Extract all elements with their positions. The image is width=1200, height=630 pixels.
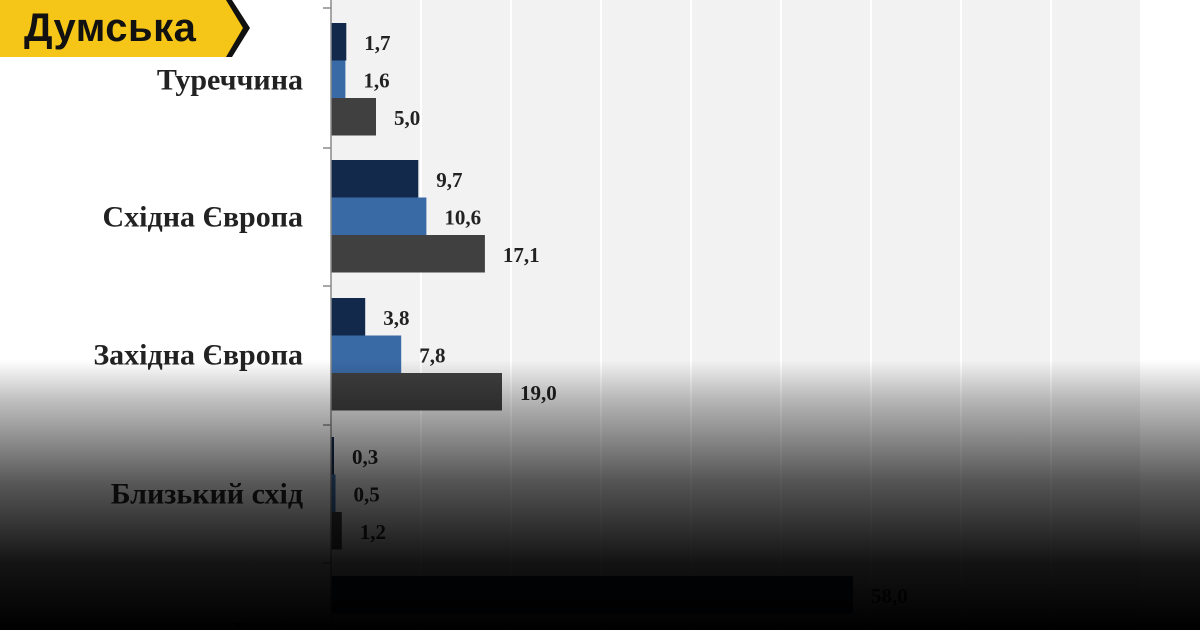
value-label: 9,7 (436, 168, 462, 192)
brand-logo[interactable]: Думська (0, 0, 250, 57)
bar (331, 335, 402, 373)
category-label: Росія (233, 616, 303, 630)
value-label: 1,7 (364, 31, 390, 55)
bar (331, 60, 346, 98)
brand-name: Думська (24, 6, 197, 50)
bar (331, 23, 347, 61)
value-label: 17,1 (503, 243, 540, 267)
gridlines (420, 0, 1142, 630)
category-labels: Туреччина Східна Європа Західна Європа Близ… (93, 63, 303, 630)
bar (331, 98, 376, 136)
value-label: 1,2 (360, 520, 386, 544)
category-label: Західна Європа (93, 338, 303, 371)
bar (331, 512, 342, 550)
logo-badge-shape (0, 0, 250, 57)
value-label: 7,8 (419, 343, 445, 367)
category-axis (323, 0, 332, 630)
value-label: 3,8 (383, 306, 409, 330)
bar (331, 298, 366, 336)
value-label: 0,3 (352, 445, 378, 469)
bar (331, 373, 502, 411)
value-label: 58,0 (871, 584, 908, 608)
plot-area (331, 0, 1140, 630)
bar (331, 197, 427, 235)
value-label: 19,0 (520, 381, 557, 405)
bar (331, 160, 419, 198)
category-label: Туреччина (157, 63, 303, 96)
value-label: 10,6 (444, 205, 481, 229)
value-label: 0,5 (354, 482, 380, 506)
bar (331, 576, 853, 614)
bar (331, 235, 485, 273)
value-label: 5,0 (394, 106, 420, 130)
category-label: Близький схід (111, 477, 303, 510)
value-label: 1,6 (363, 68, 389, 92)
category-label: Східна Європа (103, 200, 303, 233)
